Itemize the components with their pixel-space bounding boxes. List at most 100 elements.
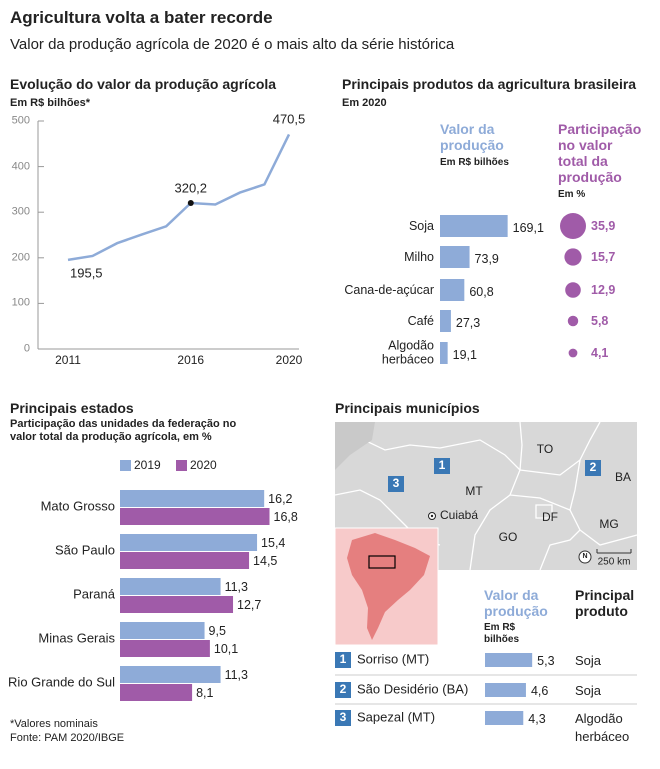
row-marker-label: 2 xyxy=(339,682,347,697)
state-label: DF xyxy=(542,510,558,525)
bar xyxy=(485,653,533,667)
data-label: 9,5 xyxy=(208,623,226,638)
highlight-dot xyxy=(187,199,194,206)
y-tick-label: 500 xyxy=(11,114,30,127)
row-marker xyxy=(335,710,351,726)
data-label: 16,8 xyxy=(273,509,298,524)
bubble xyxy=(568,348,578,358)
data-label: 11,3 xyxy=(224,579,248,594)
y-tick-label: 100 xyxy=(11,297,30,310)
bar xyxy=(120,596,234,613)
map-marker-label: 1 xyxy=(438,458,446,473)
row-marker xyxy=(335,652,351,668)
map-title: Principais municípios xyxy=(335,400,480,416)
row-product: Soja xyxy=(575,653,602,668)
bubble xyxy=(560,213,586,239)
unit-label: Em R$ bilhões xyxy=(440,157,509,168)
bar xyxy=(120,552,250,569)
category-label: Algodão herbáceo xyxy=(381,338,434,367)
row-product: Algodão herbáceo xyxy=(575,711,630,744)
data-label: 10,1 xyxy=(213,641,239,656)
data-label: 14,5 xyxy=(253,553,278,568)
city-dot xyxy=(430,514,434,518)
bar xyxy=(120,578,221,595)
bar xyxy=(120,622,205,639)
bar xyxy=(440,342,448,364)
data-label: 73,9 xyxy=(474,251,499,266)
note: Fonte: PAM 2020/IBGE xyxy=(10,732,125,744)
bar xyxy=(120,640,210,657)
data-label: 195,5 xyxy=(70,265,103,281)
north-label: N xyxy=(582,552,588,560)
north-arrow xyxy=(578,550,592,564)
bar xyxy=(440,246,470,268)
row-marker-label: 1 xyxy=(339,652,347,667)
data-label: 27,3 xyxy=(455,315,481,330)
bar xyxy=(440,215,508,237)
inset-locator xyxy=(368,555,396,569)
category-label: São Paulo xyxy=(55,542,115,558)
legend-swatch xyxy=(176,460,187,471)
subtitle: Valor da produção agrícola de 2020 é o m… xyxy=(10,36,455,53)
data-label: 169,1 xyxy=(512,220,544,235)
note: *Valores nominais xyxy=(10,718,98,730)
column-header: Principal produto xyxy=(575,587,635,620)
y-tick-label: 200 xyxy=(11,251,30,264)
category-label: Mato Grosso xyxy=(40,498,115,514)
city-label: Cuiabá xyxy=(440,508,479,523)
scale-label: 250 km xyxy=(597,556,631,568)
map-marker-label: 2 xyxy=(589,460,597,475)
data-label: 19,1 xyxy=(452,347,477,362)
x-tick-label: 2011 xyxy=(55,353,81,368)
state-label: BA xyxy=(614,470,632,485)
data-label: 470,5 xyxy=(272,111,306,127)
row-name: São Desidério (BA) xyxy=(357,681,469,697)
bar xyxy=(485,683,526,697)
category-label: Cana-de-açúcar xyxy=(344,282,434,297)
chart-subtitle: Participação das unidades da federação n… xyxy=(10,418,237,443)
chart-title: Evolução do valor da produção agrícola xyxy=(10,76,277,92)
bar xyxy=(120,666,221,683)
state-label: MG xyxy=(599,517,619,532)
state-label: MT xyxy=(465,484,483,499)
legend-swatch xyxy=(120,460,131,471)
category-label: Café xyxy=(407,313,434,328)
data-label: 12,9 xyxy=(591,282,616,297)
legend-label: 2020 xyxy=(190,458,217,473)
legend-label: Valor da produção xyxy=(440,121,504,154)
data-label: 60,8 xyxy=(469,284,494,299)
data-label: 11,3 xyxy=(224,667,248,682)
bar xyxy=(120,508,270,525)
row-marker xyxy=(335,682,351,698)
legend-label: Participação no valor total da produção xyxy=(558,121,642,186)
map-marker xyxy=(434,458,450,474)
unit-label: Em R$ bilhões xyxy=(484,622,520,645)
bubble xyxy=(565,282,581,298)
unit-label: Em % xyxy=(558,189,586,200)
data-label: 320,2 xyxy=(174,180,208,196)
bar xyxy=(485,711,524,725)
data-label: 4,1 xyxy=(591,345,609,360)
bar xyxy=(440,279,465,301)
data-label: 5,8 xyxy=(591,313,609,328)
map-marker xyxy=(388,476,404,492)
data-label: 5,3 xyxy=(537,653,555,668)
map-marker-label: 3 xyxy=(392,476,400,491)
bar xyxy=(120,534,258,551)
data-label: 15,4 xyxy=(261,535,286,550)
bubble xyxy=(567,315,579,327)
category-label: Milho xyxy=(404,249,434,264)
data-label: 35,9 xyxy=(591,218,616,233)
category-label: Rio Grande do Sul xyxy=(8,674,115,690)
axis-label: Em R$ bilhões* xyxy=(10,97,91,109)
bar xyxy=(440,310,451,332)
state-label: TO xyxy=(536,442,554,457)
chart-title: Principais produtos da agricultura brasi… xyxy=(342,76,637,92)
data-label: 4,6 xyxy=(530,683,549,698)
category-label: Soja xyxy=(408,218,434,233)
title: Agricultura volta a bater recorde xyxy=(10,8,273,27)
legend-label: 2019 xyxy=(134,458,161,473)
row-product: Soja xyxy=(575,683,602,698)
state-label: GO xyxy=(498,530,518,545)
category-label: Minas Gerais xyxy=(38,630,115,646)
